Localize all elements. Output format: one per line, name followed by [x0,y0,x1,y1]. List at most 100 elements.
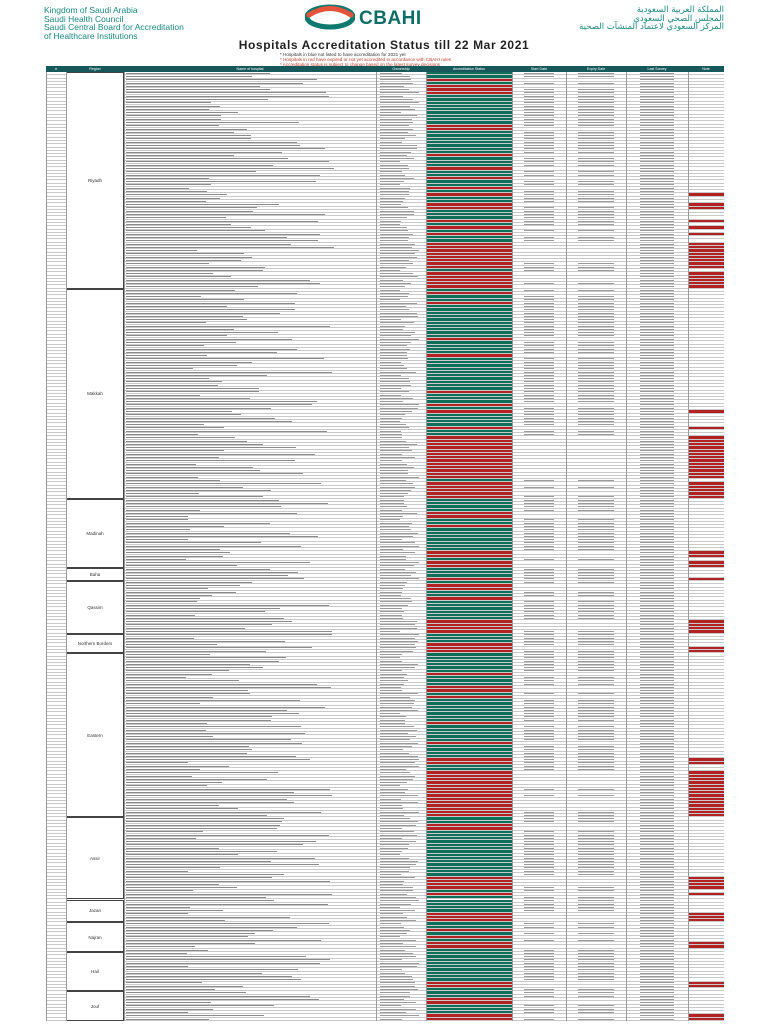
table-row [46,758,724,762]
expiry-date-cell [578,644,614,645]
ownership-cell [380,617,403,619]
note-cell [688,255,724,259]
table-row [46,337,724,342]
last-survey-cell [640,207,674,209]
last-survey-cell [640,243,674,245]
status-cell [426,699,512,702]
ownership-cell [380,877,415,878]
ownership-cell [380,785,400,787]
last-survey-cell [640,946,674,947]
hospital-name-cell [126,1011,188,1013]
note-cell [688,804,724,807]
start-date-cell [524,965,554,967]
last-survey-cell [640,677,674,678]
last-survey-cell [640,79,674,81]
column-divider [46,72,47,1021]
last-survey-cell [640,358,674,360]
expiry-date-cell [578,368,614,369]
table-row [46,157,724,161]
expiry-date-cell [578,962,614,964]
hospital-name-cell [126,118,221,120]
expiry-date-cell [578,581,614,583]
ownership-cell [380,236,409,238]
status-cell [426,942,512,945]
table-row [46,255,724,260]
expiry-date-cell [578,388,614,389]
start-date-cell [524,1005,554,1007]
status-cell [426,955,512,958]
start-date-cell [524,677,554,678]
expiry-date-cell [578,870,614,872]
note-cell [688,452,724,456]
ownership-cell [380,407,418,409]
last-survey-cell [640,893,674,895]
hospital-name-cell [126,447,296,448]
ownership-cell [380,378,409,379]
table-row [46,787,724,792]
start-date-cell [524,716,554,718]
status-cell [426,91,512,94]
status-cell [426,337,512,341]
status-cell [426,876,512,879]
last-survey-cell [640,683,674,685]
start-date-cell [524,821,554,823]
ownership-cell [380,834,417,836]
ownership-cell [380,174,405,176]
region-cell: Assir [66,817,124,900]
table-row [46,738,724,742]
last-survey-cell [640,841,674,842]
start-date-cell [524,670,554,672]
expiry-date-cell [578,125,614,126]
ownership-cell [380,253,415,255]
table-row [46,196,724,201]
region-cell: Riyadh [66,72,124,289]
last-survey-cell [640,982,674,984]
ownership-cell [380,158,414,159]
ownership-cell [380,394,401,396]
hospital-name-cell [126,355,207,356]
status-cell [426,232,512,236]
table-row [46,797,724,801]
note-cell [688,265,724,269]
expiry-date-cell [578,765,614,767]
note-cell [688,443,724,446]
table-row [46,554,724,558]
hospital-name-cell [126,131,234,133]
hospital-name-cell [126,634,332,635]
status-cell [426,794,512,797]
last-survey-cell [640,151,674,153]
last-survey-cell [640,322,674,324]
hospital-name-cell [126,972,262,974]
table-row [46,278,724,283]
ownership-cell [380,900,419,901]
hospital-name-cell [126,394,200,396]
ownership-cell [380,604,408,606]
last-survey-cell [640,312,674,314]
last-survey-cell [640,131,674,133]
status-cell [426,948,512,952]
hospital-name-cell [126,874,284,875]
last-survey-cell [640,479,674,481]
status-cell [426,961,512,965]
expiry-date-cell [578,1011,614,1013]
hospital-name-cell [126,897,266,898]
expiry-date-cell [578,315,614,317]
start-date-cell [524,342,554,343]
status-cell [426,981,512,984]
last-survey-cell [640,910,674,911]
table-row [46,994,724,998]
ownership-cell [380,621,417,622]
expiry-date-cell [578,378,614,379]
last-survey-cell [640,397,674,399]
status-cell [426,466,512,469]
start-date-cell [524,542,554,544]
status-cell [426,85,512,88]
start-date-cell [524,979,554,980]
hospital-name-cell [126,312,280,314]
ownership-cell [380,683,404,685]
table-row [46,311,724,315]
start-date-cell [524,699,554,701]
status-cell [426,163,512,167]
last-survey-cell [640,440,674,442]
last-survey-cell [640,791,674,793]
